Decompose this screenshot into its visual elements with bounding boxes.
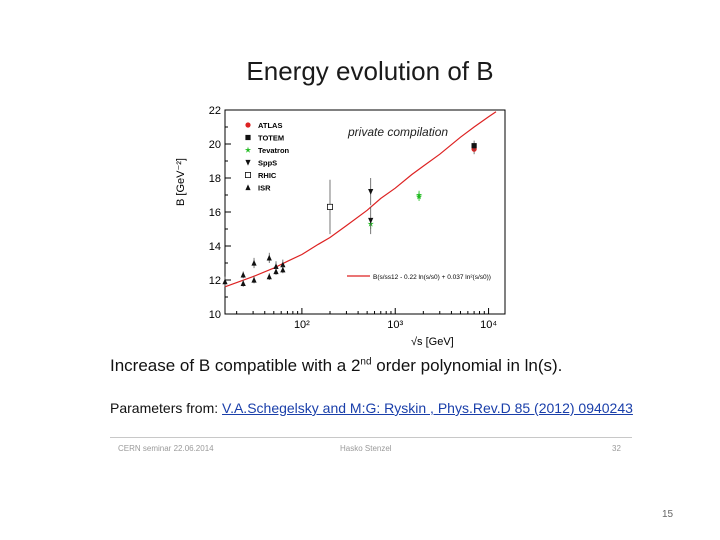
legend-marker-totem (245, 134, 251, 141)
polynomial-note-post: order polynomial in ln(s). (371, 356, 563, 375)
y-tick-label: 14 (209, 241, 221, 253)
data-point-spps (368, 189, 374, 195)
y-axis-label: B [GeV⁻²] (175, 158, 187, 206)
legend-label-atlas: ATLAS (258, 121, 282, 130)
chart-annotation: private compilation (347, 125, 448, 139)
data-point-isr (251, 276, 257, 283)
y-tick-label: 22 (209, 105, 221, 117)
y-tick-label: 18 (209, 173, 221, 185)
slide-title: Energy evolution of B (246, 56, 494, 86)
fit-curve (224, 111, 497, 288)
legend-marker-atlas (245, 122, 251, 128)
data-point-totem (471, 143, 477, 149)
footer-divider (110, 437, 632, 438)
footer-seminar: CERN seminar 22.06.2014 (118, 444, 214, 453)
data-point-isr (273, 268, 279, 275)
footer-slide-number: 32 (612, 444, 621, 453)
data-point-isr (266, 254, 272, 261)
x-tick-label: 10⁴ (480, 319, 497, 331)
data-point-isr (240, 271, 246, 278)
page-number: 15 (662, 509, 674, 520)
legend-marker-isr (245, 184, 251, 191)
polynomial-note-sup: nd (360, 356, 372, 368)
data-point-rhic (326, 203, 333, 210)
x-tick-label: 10² (294, 319, 310, 331)
x-axis-label: √s [GeV] (411, 336, 454, 348)
data-point-isr (222, 278, 228, 285)
data-point-isr (266, 273, 272, 280)
parameters-reference: Parameters from: V.A.Schegelsky and M:G:… (110, 400, 633, 416)
legend-label-isr: ISR (258, 184, 271, 193)
legend-marker-tevatron (244, 146, 252, 153)
data-point-isr (280, 266, 286, 273)
polynomial-note-pre: Increase of B compatible with a 2 (110, 356, 361, 375)
fit-legend-label: B(s/ss12 - 0.22 ln(s/s0) + 0.037 ln²(s/s… (373, 274, 491, 281)
b-energy-chart: 10 12 14 16 18 20 22 10² 10³ 10⁴ √s [GeV] B [GeV⁻²]… (175, 105, 506, 348)
legend-label-tevatron: Tevatron (258, 146, 290, 155)
legend-label-totem: TOTEM (258, 134, 284, 143)
data-point-isr (251, 259, 257, 266)
x-tick-label: 10³ (387, 319, 403, 331)
data-point-isr (280, 261, 286, 268)
legend-label-spps: SppS (258, 159, 277, 168)
y-tick-label: 16 (209, 207, 221, 219)
y-tick-label: 10 (209, 309, 221, 321)
y-tick-label: 12 (209, 275, 221, 287)
polynomial-note: Increase of B compatible with a 2nd orde… (110, 356, 562, 376)
data-point-tevatron (415, 191, 423, 198)
y-tick-label: 20 (209, 139, 221, 151)
legend-label-rhic: RHIC (258, 171, 277, 180)
legend-marker-spps (245, 159, 251, 166)
parameters-label: Parameters from: (110, 400, 223, 416)
legend-marker-rhic (245, 172, 252, 179)
footer-author: Hasko Stenzel (340, 444, 392, 453)
data-point-spps (368, 217, 374, 224)
reference-link[interactable]: V.A.Schegelsky and M:G: Ryskin , Phys.Re… (222, 400, 633, 416)
data-point-isr (240, 280, 246, 286)
data-point-isr (273, 263, 279, 269)
